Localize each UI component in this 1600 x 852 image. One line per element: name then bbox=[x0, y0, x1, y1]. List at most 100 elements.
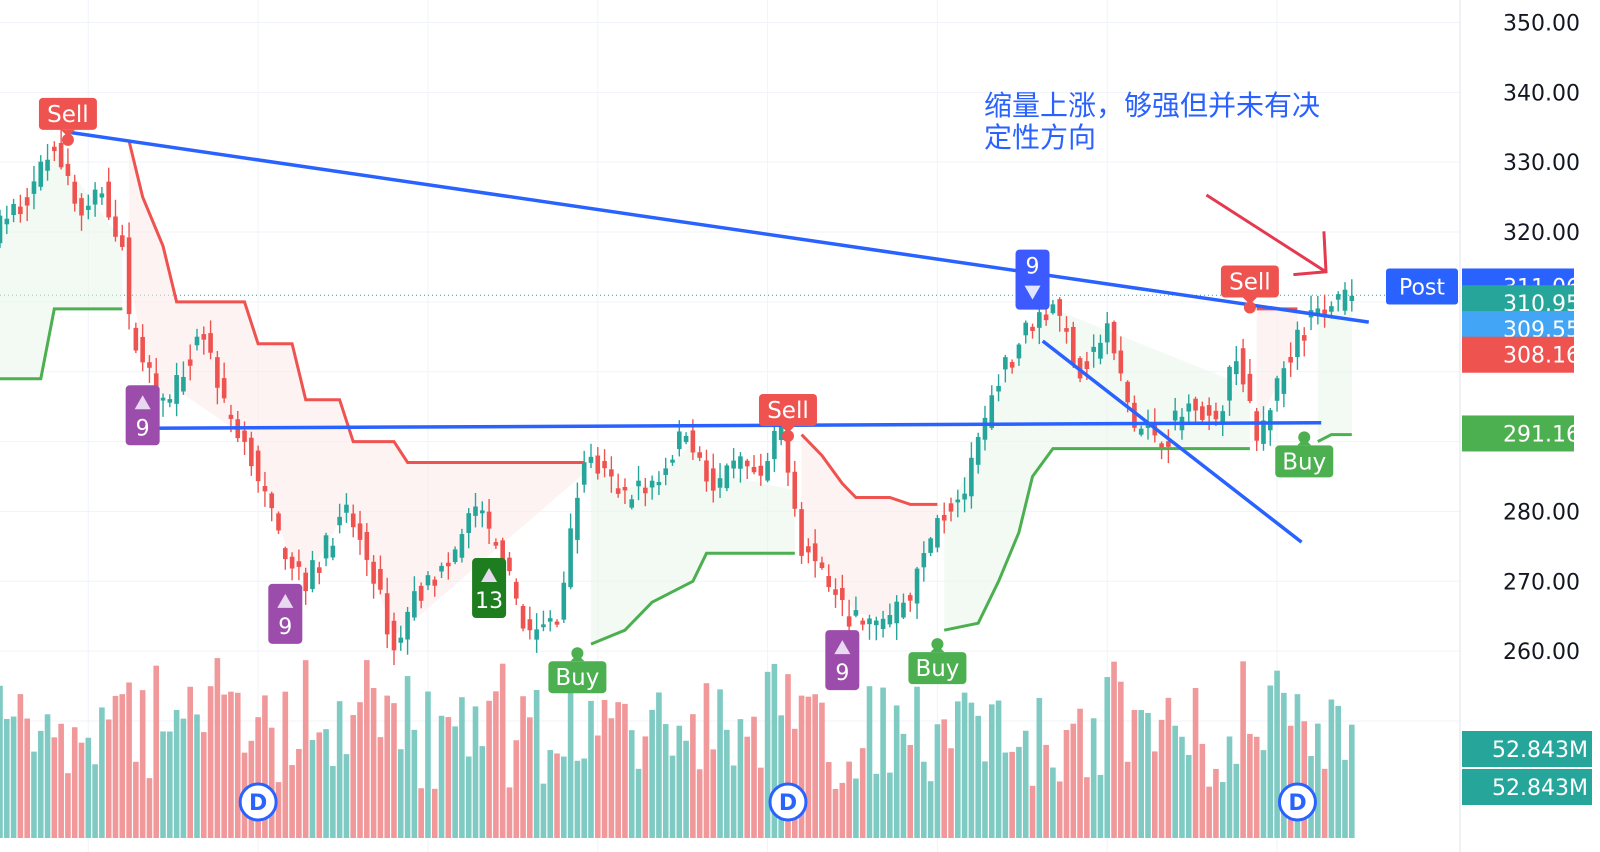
volume-bar bbox=[1043, 744, 1049, 838]
volume-bar bbox=[696, 769, 703, 838]
event-marker-icon bbox=[238, 782, 278, 822]
candle bbox=[106, 167, 111, 221]
volume-bar bbox=[771, 663, 778, 838]
price-axis[interactable]: 350.00 340.00 330.00 320.00 280.00 270.00 260.… bbox=[1386, 0, 1600, 852]
count-badge[interactable]: 9 bbox=[1015, 249, 1050, 310]
signals: Sell Buy Sell Buy Sell Buy bbox=[38, 97, 1334, 694]
count-badge[interactable]: 9 bbox=[825, 630, 860, 691]
y-tick-label: 260.00 bbox=[1503, 640, 1580, 665]
volume-bar bbox=[758, 767, 764, 838]
volume-bar bbox=[1063, 729, 1070, 838]
volume-bar bbox=[628, 730, 635, 838]
volume-bar bbox=[1172, 725, 1178, 838]
volume-bar bbox=[635, 768, 642, 838]
candle bbox=[296, 549, 302, 581]
candle bbox=[792, 460, 798, 517]
volume-bar bbox=[506, 787, 513, 838]
volume-bar bbox=[717, 689, 723, 838]
candle bbox=[86, 194, 91, 220]
volume-bar bbox=[1016, 746, 1022, 838]
event-marker[interactable]: D bbox=[1277, 782, 1317, 822]
candle bbox=[1281, 361, 1287, 408]
candle bbox=[316, 561, 322, 585]
horizontal-trendline[interactable] bbox=[146, 420, 1322, 431]
candle bbox=[1295, 321, 1300, 370]
volume-bar bbox=[10, 716, 17, 838]
candle bbox=[1050, 299, 1056, 315]
candles bbox=[0, 127, 1355, 666]
volume-bar bbox=[921, 761, 927, 838]
candle bbox=[622, 478, 628, 505]
volume-bar bbox=[812, 694, 818, 838]
candle bbox=[840, 574, 845, 617]
count-label: 9 bbox=[1026, 255, 1040, 280]
volume-bar bbox=[37, 730, 44, 838]
falling-channel-line[interactable] bbox=[1041, 339, 1303, 544]
count-badge[interactable]: 9 bbox=[268, 583, 303, 644]
volume-bar bbox=[1335, 705, 1342, 838]
volume-bar bbox=[934, 724, 941, 838]
candle bbox=[1240, 338, 1246, 393]
candle bbox=[799, 502, 804, 564]
candle bbox=[446, 552, 451, 580]
candle bbox=[744, 458, 750, 479]
volume-bar bbox=[1124, 761, 1131, 838]
candle bbox=[887, 603, 893, 628]
buy-signal-label: Buy bbox=[555, 665, 599, 691]
buy-signal-label: Buy bbox=[1282, 449, 1326, 475]
candle bbox=[11, 198, 16, 223]
candle bbox=[1166, 429, 1171, 464]
volume-bar bbox=[1274, 670, 1280, 838]
candle bbox=[873, 616, 879, 641]
volume-bar bbox=[78, 742, 85, 838]
volume-bar bbox=[1022, 730, 1029, 838]
volume-bar bbox=[445, 717, 452, 838]
candle bbox=[527, 606, 533, 640]
volume-bar bbox=[955, 701, 961, 838]
candle bbox=[1220, 405, 1226, 437]
candle bbox=[697, 446, 702, 462]
candle bbox=[1193, 396, 1198, 423]
candle bbox=[683, 432, 689, 445]
volume-bar bbox=[907, 744, 914, 838]
volume-bar bbox=[900, 733, 907, 838]
sell-signal[interactable]: Sell bbox=[1220, 265, 1279, 314]
candle bbox=[459, 528, 465, 563]
volume-bar bbox=[187, 686, 194, 838]
sell-signal[interactable]: Sell bbox=[38, 97, 97, 146]
sell-signal[interactable]: Sell bbox=[758, 393, 817, 442]
volume-bar bbox=[479, 746, 486, 838]
buy-signal[interactable]: Buy bbox=[908, 638, 967, 685]
event-marker[interactable]: D bbox=[768, 782, 808, 822]
volume-bar bbox=[1179, 736, 1185, 838]
buy-signal[interactable]: Buy bbox=[548, 647, 607, 694]
volume-bar bbox=[397, 749, 404, 838]
candle bbox=[418, 582, 424, 609]
candle bbox=[1186, 394, 1192, 425]
candle bbox=[738, 452, 743, 483]
volume-bar bbox=[1138, 710, 1145, 838]
candle bbox=[575, 482, 580, 554]
candle bbox=[147, 355, 152, 383]
volume-bar bbox=[1111, 661, 1117, 838]
volume-bar bbox=[1077, 708, 1083, 838]
buy-signal[interactable]: Buy bbox=[1275, 431, 1334, 478]
volume-bar bbox=[309, 740, 316, 838]
volume-bar bbox=[554, 753, 560, 838]
count-badge[interactable]: 13 bbox=[472, 558, 507, 619]
event-marker[interactable]: D bbox=[238, 782, 278, 822]
volume-bar bbox=[859, 748, 866, 838]
volume-bar bbox=[1131, 710, 1138, 838]
volume-bar bbox=[289, 765, 295, 838]
volume-bar bbox=[431, 788, 438, 838]
count-badge[interactable]: 9 bbox=[125, 385, 160, 446]
volume-bar bbox=[234, 692, 241, 838]
candle bbox=[126, 222, 132, 330]
volume-bar bbox=[350, 715, 357, 838]
volume-bar bbox=[3, 718, 10, 838]
volume-bar bbox=[105, 719, 112, 838]
volume-bar bbox=[805, 696, 812, 838]
descending-trendline[interactable] bbox=[67, 130, 1370, 324]
